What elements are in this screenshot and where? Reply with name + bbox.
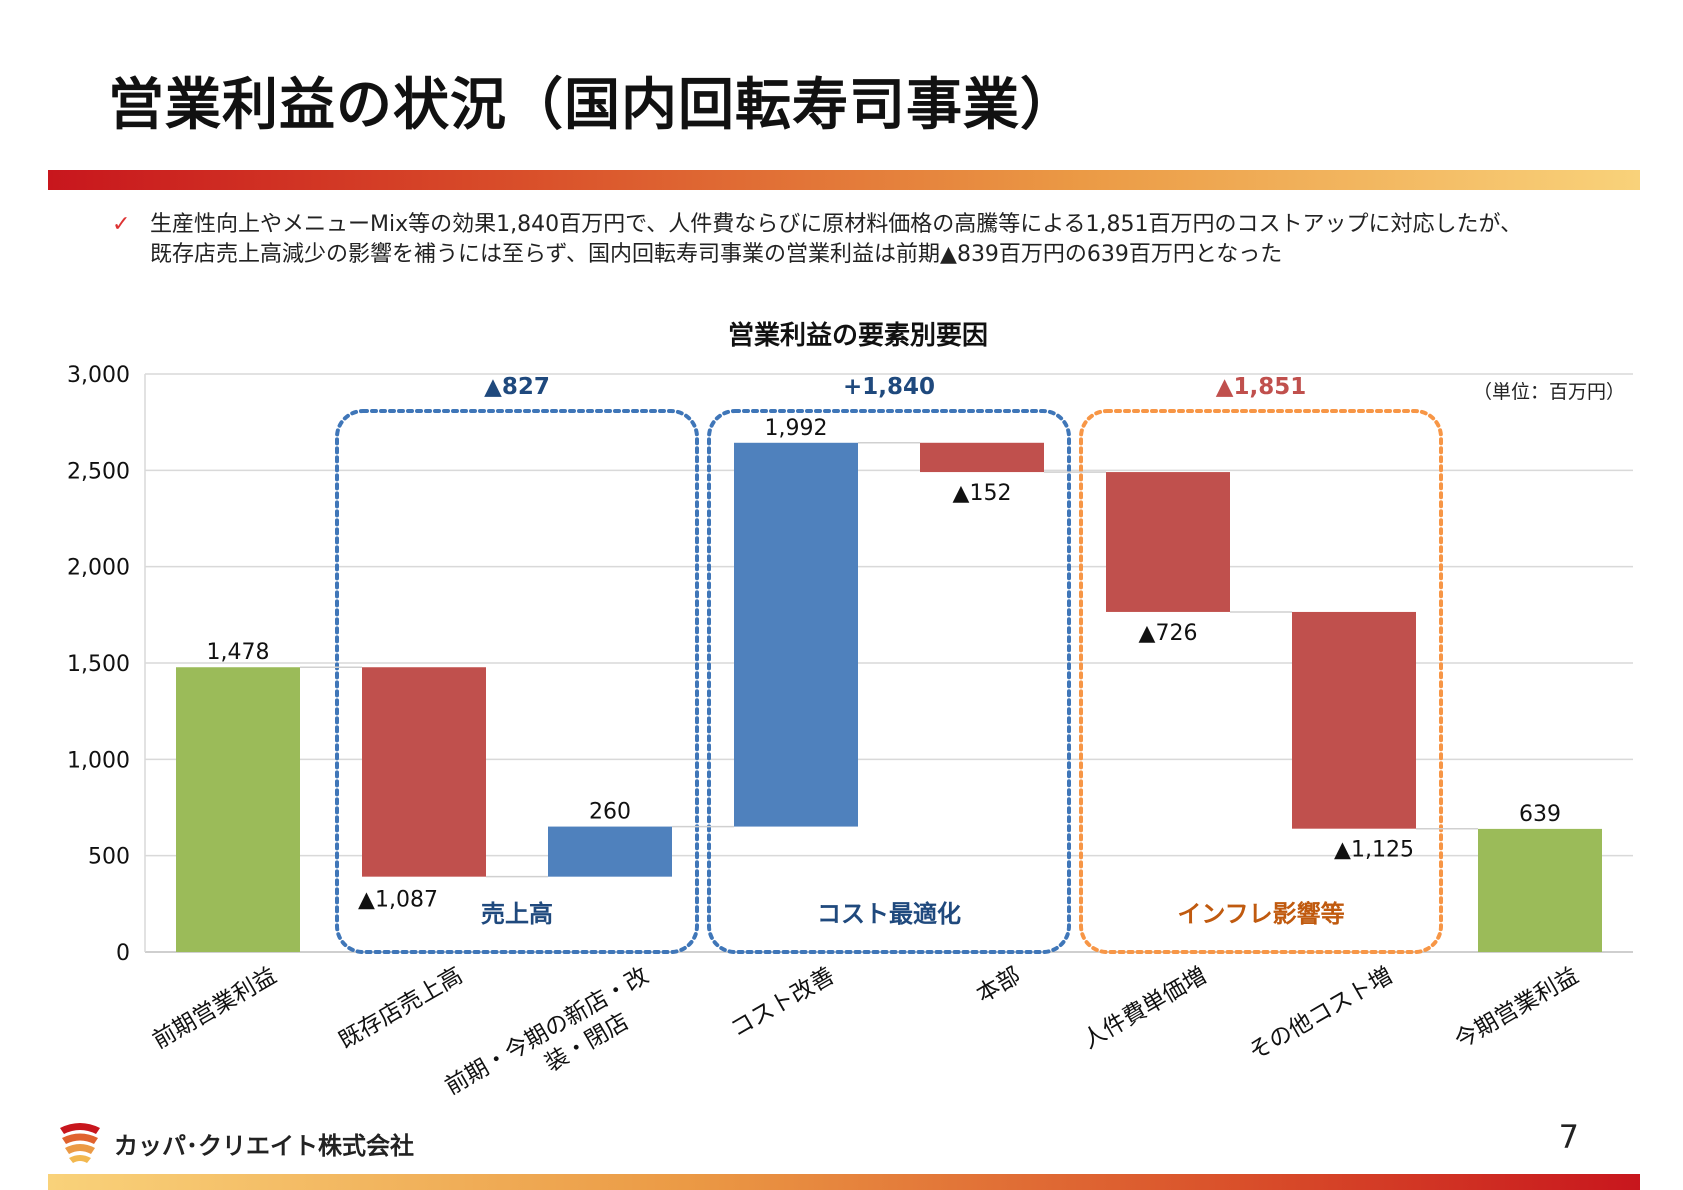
- y-tick-label: 2,500: [67, 459, 130, 484]
- bar-前期営業利益: [176, 667, 300, 952]
- group-name-label: 売上高: [481, 900, 553, 928]
- bar-既存店売上高: [362, 667, 486, 877]
- group-name-label: インフレ影響等: [1177, 900, 1344, 928]
- x-tick-label-line: 前期営業利益: [148, 963, 281, 1055]
- group-total-label: ▲1,851: [1216, 374, 1306, 400]
- y-tick-label: 2,000: [67, 556, 130, 581]
- group-total-label: ▲827: [484, 374, 550, 400]
- group-total-label: +1,840: [843, 374, 935, 400]
- x-tick-label: 前期・今期の新店・改装・閉店: [441, 963, 668, 1110]
- bar-前期・今期の新店・改装・閉店: [548, 826, 672, 877]
- group-box-インフレ影響等: [1079, 409, 1443, 954]
- slide-title: 営業利益の状況（国内回転寿司事業）: [108, 73, 1077, 138]
- bar-その他コスト増: [1292, 611, 1416, 829]
- y-tick-label: 0: [116, 941, 130, 966]
- page-number: 7: [1558, 1118, 1579, 1156]
- data-label: ▲726: [1139, 621, 1198, 646]
- bar-コスト改善: [734, 442, 858, 827]
- data-label: ▲152: [953, 481, 1012, 506]
- x-tick-label: コスト改善: [726, 963, 839, 1043]
- x-tick-label-line: その他コスト増: [1245, 963, 1397, 1066]
- summary-line-1: 生産性向上やメニューMix等の効果1,840百万円で、人件費ならびに原材料価格の…: [150, 212, 1523, 237]
- data-label: 1,992: [765, 416, 828, 441]
- group-box-売上高: [335, 409, 699, 954]
- x-tick-label: 今期営業利益: [1450, 963, 1583, 1055]
- data-label: 1,478: [207, 640, 270, 665]
- header-divider-band: [48, 170, 1640, 190]
- x-tick-label: 前期営業利益: [148, 963, 281, 1055]
- x-tick-label-line: 今期営業利益: [1450, 963, 1583, 1055]
- x-tick-label: 本部: [972, 963, 1025, 1009]
- x-tick-label-line: コスト改善: [726, 963, 839, 1043]
- company-logo: [60, 1123, 100, 1163]
- check-icon: ✓: [112, 212, 131, 237]
- summary-text: ✓ 生産性向上やメニューMix等の効果1,840百万円で、人件費ならびに原材料価…: [112, 210, 1632, 270]
- x-tick-label: 既存店売上高: [334, 963, 467, 1055]
- y-tick-label: 1,500: [67, 652, 130, 677]
- summary-line-2: 既存店売上高減少の影響を補うには至らず、国内回転寿司事業の営業利益は前期▲839…: [150, 242, 1283, 267]
- chart-title: 営業利益の要素別要因: [728, 321, 988, 351]
- x-tick-label-line: 人件費単価増: [1078, 963, 1211, 1055]
- footer-divider-band: [48, 1174, 1640, 1190]
- x-tick-label: 人件費単価増: [1078, 963, 1211, 1055]
- y-tick-label: 500: [88, 845, 130, 870]
- data-label: ▲1,125: [1334, 838, 1414, 863]
- group-name-label: コスト最適化: [817, 900, 961, 928]
- x-tick-label: その他コスト増: [1245, 963, 1397, 1066]
- y-tick-label: 1,000: [67, 748, 130, 773]
- x-tick-label-line: 本部: [972, 963, 1025, 1009]
- data-label: 260: [589, 800, 631, 825]
- bar-人件費単価増: [1106, 472, 1230, 612]
- group-box-コスト最適化: [707, 409, 1071, 954]
- x-tick-label-line: 既存店売上高: [334, 963, 467, 1055]
- bar-本部: [920, 442, 1044, 473]
- company-name: カッパ･クリエイト株式会社: [114, 1132, 414, 1160]
- y-tick-label: 3,000: [67, 363, 130, 388]
- waterfall-chart: 営業利益の要素別要因 （単位：百万円） 0 500 1,000 1,500 2,000 2,5…: [67, 321, 1633, 1110]
- unit-label: （単位：百万円）: [1473, 381, 1625, 403]
- bar-今期営業利益: [1478, 828, 1602, 952]
- data-label: ▲1,087: [358, 888, 438, 913]
- data-label: 639: [1519, 802, 1561, 827]
